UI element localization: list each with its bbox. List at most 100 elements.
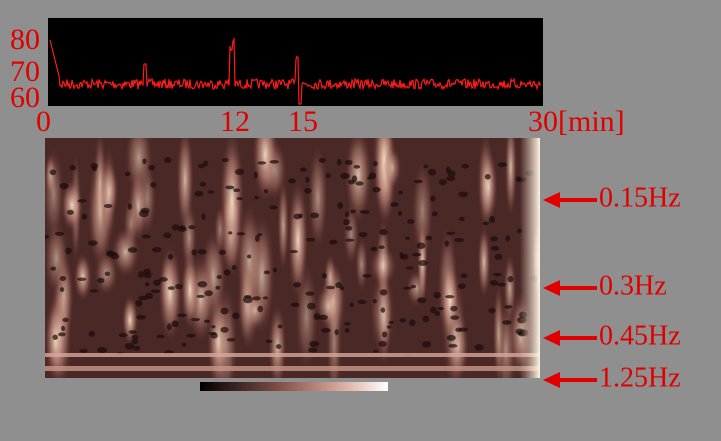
scalogram-dot [227, 338, 236, 342]
scalogram-dot [60, 183, 69, 189]
scalogram-dot [495, 254, 503, 260]
scalogram-dot [398, 191, 403, 195]
scalogram-dot [254, 171, 258, 178]
scalogram-dot [167, 323, 172, 330]
scalogram-dot [62, 318, 69, 322]
scalogram-dot [235, 169, 244, 175]
scalogram-dot [89, 331, 95, 337]
scalogram-dot [507, 276, 513, 282]
scalogram-dot [309, 341, 319, 347]
frequency-label: 1.25Hz [599, 362, 681, 393]
scalogram-dot [125, 172, 131, 176]
scalogram-dot [172, 320, 179, 327]
scalogram-dot [373, 350, 378, 353]
scalogram-dot [489, 216, 495, 223]
scalogram-blob [74, 253, 92, 301]
scalogram-blob [384, 146, 401, 189]
scalogram-dot [489, 308, 496, 313]
scalogram-dot [257, 161, 266, 164]
scalogram-dot [344, 322, 350, 325]
scalogram-dot [145, 282, 150, 286]
scalogram-dot [220, 327, 228, 333]
scalogram-dot [343, 219, 350, 225]
scalogram-dot [264, 270, 270, 274]
scalogram-dot [305, 177, 309, 183]
scalogram-dot [505, 235, 510, 241]
scalogram-dot [438, 307, 444, 310]
scalogram-dot [50, 266, 56, 270]
scalogram-dot [372, 187, 380, 193]
scalogram-dot [380, 289, 388, 295]
scalogram-dot [389, 321, 394, 324]
scalogram-dot [322, 273, 327, 279]
scalogram-dot [69, 165, 76, 170]
scalogram-dot [203, 161, 208, 167]
y-label: 80 [10, 23, 40, 56]
scalogram-dot [359, 232, 368, 237]
scalogram-dot [264, 189, 268, 193]
scalogram-dot [168, 286, 175, 290]
frequency-label: 0.15Hz [599, 182, 681, 213]
scalogram-dot [337, 159, 342, 165]
scalogram-blob [238, 262, 254, 346]
scalogram-dot [354, 165, 361, 169]
scalogram-dot [270, 160, 279, 164]
scalogram-dot [191, 318, 200, 321]
scalogram-dot [188, 225, 195, 229]
scalogram-dot [273, 268, 277, 273]
scalogram-dot [119, 333, 128, 337]
scalogram-dot [459, 327, 469, 331]
scalogram-dot [60, 276, 66, 281]
scalogram-dot [458, 191, 468, 197]
scalogram-dot [387, 325, 391, 328]
scalogram-dot [232, 312, 239, 319]
scalogram-dot [194, 191, 203, 197]
scalogram-dot [454, 238, 464, 242]
scalogram-dot [447, 335, 456, 341]
scalogram-dot [61, 326, 65, 331]
scalogram-dot [104, 204, 113, 208]
scalogram-dot [232, 265, 237, 270]
scalogram-dot [148, 165, 155, 171]
scalogram-dot [55, 232, 64, 236]
figure: 80 70 60 0 12 15 30[min] 0.15Hz0.3Hz0.45… [0, 0, 721, 441]
scalogram-dot [293, 214, 301, 220]
scalogram-dot [502, 320, 511, 325]
x-label: 12 [220, 105, 250, 138]
scalogram-dot [139, 210, 149, 217]
scalogram-dot [352, 175, 357, 182]
scalogram-dot [144, 272, 152, 278]
scalogram-dot [491, 246, 499, 251]
scalogram-dot [379, 245, 385, 249]
scalogram-dot [211, 333, 218, 339]
scalogram-dot [358, 300, 367, 304]
scalogram-dot [430, 307, 437, 314]
scalogram-dot [345, 226, 352, 231]
scalogram-dot [310, 213, 319, 219]
scalogram-dot [156, 335, 165, 339]
scalogram-peak [288, 180, 308, 300]
scalogram-dot [211, 325, 215, 328]
colorbar [200, 382, 388, 391]
scalogram-blob [503, 253, 516, 324]
scalogram-dot [373, 161, 378, 166]
scalogram-dot [151, 289, 160, 293]
scalogram-dot [423, 165, 428, 169]
scalogram-dot [200, 182, 206, 187]
scalogram-dot [363, 274, 372, 278]
scalogram-dot [82, 214, 87, 220]
scalogram-dot [379, 229, 387, 235]
scalogram-dot [50, 169, 56, 175]
scalogram-dot [128, 330, 136, 334]
scalogram-dot [350, 209, 356, 213]
scalogram-dot [92, 166, 97, 171]
scalogram-blob [100, 147, 117, 242]
scalogram-dot [490, 280, 498, 286]
scalogram-dot [204, 290, 213, 296]
scalogram-dot [128, 247, 137, 253]
x-label: 30[min] [528, 105, 625, 138]
scalogram-dot [138, 271, 144, 278]
edge [520, 138, 540, 378]
scalogram-dot [458, 283, 466, 288]
scalogram-dot [345, 239, 354, 242]
